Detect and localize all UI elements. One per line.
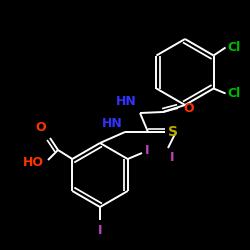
Text: I: I [170,151,174,164]
Text: S: S [168,125,178,139]
Text: I: I [145,144,150,158]
Text: O: O [183,102,194,114]
Text: I: I [98,224,102,237]
Text: O: O [36,121,46,134]
Text: HO: HO [23,156,44,168]
Text: HN: HN [116,95,137,108]
Text: Cl: Cl [228,41,241,54]
Text: HN: HN [102,117,123,130]
Text: Cl: Cl [228,87,241,100]
